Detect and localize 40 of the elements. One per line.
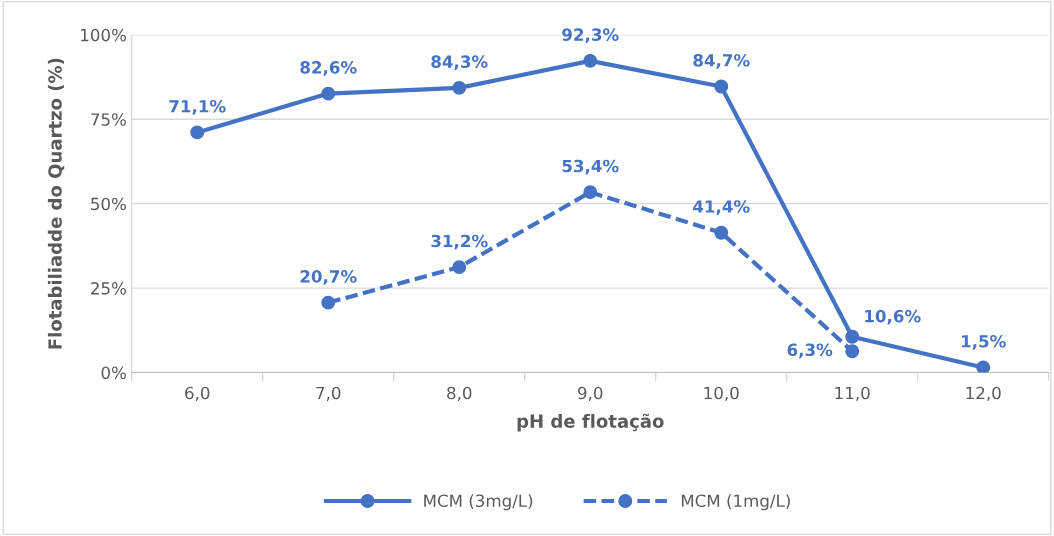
point [845,344,860,359]
y-tick-label: 0% [101,366,126,380]
data-label: 31,2% [431,234,488,250]
point [452,260,467,275]
y-tick-label: 100% [81,28,126,42]
x-tick-label: 11,0 [835,386,870,402]
x-tick-label: 12,0 [966,386,1001,402]
data-label: 6,3% [787,343,833,359]
data-label: 20,7% [300,270,357,285]
point [583,185,598,200]
x-axis-title: pH de flotação [517,413,664,432]
point [321,295,336,310]
data-label: 1,5% [962,334,1006,350]
y-tick-label: 25% [91,282,126,295]
data-label: 41,4% [693,200,750,215]
legend-label: MCM (1mg/L) [681,494,790,511]
data-label: 53,4% [562,159,619,175]
point [845,329,860,344]
point [714,79,729,94]
point [190,125,205,140]
x-tick-label: 10,0 [704,386,739,402]
x-tick-label: 6,0 [185,386,210,402]
data-label: 10,6% [865,309,921,325]
point [321,86,336,101]
data-label: 84,7% [693,54,750,69]
x-tick-label: 8,0 [447,386,472,402]
legend-label: MCM (3mg/L) [424,494,533,511]
point [714,225,729,240]
data-label: 82,6% [300,61,357,76]
data-label: 71,1% [169,99,226,115]
data-label: 92,3% [562,28,619,44]
point [452,80,467,95]
data-label: 84,3% [431,55,488,71]
x-tick-label: 9,0 [578,386,603,402]
point [976,360,991,373]
y-tick-label: 50% [91,197,126,211]
y-tick-label: 75% [91,113,126,126]
point [583,53,598,68]
y-axis-title: Flotabiliadde do Quartzo (%) [47,58,65,349]
x-tick-label: 7,0 [316,386,341,402]
